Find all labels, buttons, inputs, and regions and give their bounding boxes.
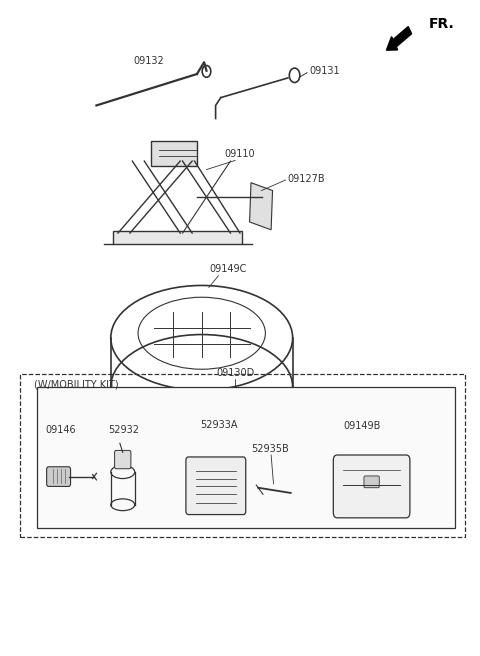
Text: 09132: 09132 [134, 56, 165, 66]
FancyBboxPatch shape [176, 391, 228, 411]
Text: 52932: 52932 [108, 424, 140, 435]
Text: (W/MOBILITY KIT): (W/MOBILITY KIT) [34, 379, 119, 389]
FancyBboxPatch shape [47, 467, 71, 486]
Bar [20, 374, 465, 537]
Bar [36, 387, 456, 527]
Text: 09130D: 09130D [216, 368, 254, 378]
FancyBboxPatch shape [186, 457, 246, 514]
Text: FR.: FR. [429, 16, 455, 31]
FancyBboxPatch shape [113, 231, 242, 244]
Polygon shape [250, 182, 273, 230]
FancyBboxPatch shape [364, 476, 379, 487]
Text: 09149C: 09149C [209, 264, 247, 274]
FancyBboxPatch shape [152, 141, 197, 166]
Text: 09110: 09110 [225, 149, 255, 159]
FancyBboxPatch shape [115, 451, 131, 469]
Text: 09131: 09131 [310, 66, 340, 75]
FancyBboxPatch shape [333, 455, 410, 518]
Text: 52933A: 52933A [200, 420, 237, 430]
Text: 09146: 09146 [45, 424, 76, 435]
Text: 09127B: 09127B [288, 174, 325, 184]
Text: 52935B: 52935B [251, 443, 288, 454]
Text: 09149B: 09149B [343, 421, 381, 432]
FancyArrow shape [386, 26, 411, 50]
